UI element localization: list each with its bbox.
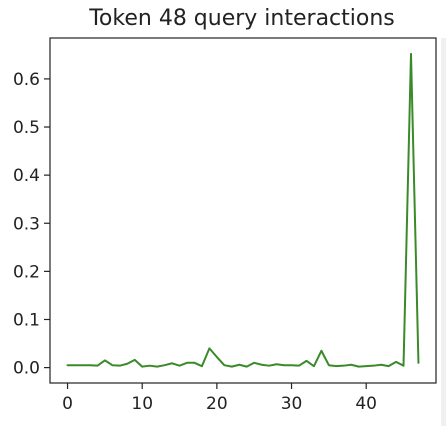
data-point <box>89 364 91 366</box>
data-point <box>313 365 315 367</box>
data-point <box>74 364 76 366</box>
plot-frame <box>49 37 437 384</box>
data-point <box>126 362 129 365</box>
data-point <box>268 364 270 367</box>
data-point <box>193 361 196 364</box>
data-point <box>148 364 151 367</box>
data-point <box>141 365 144 368</box>
data-point <box>410 53 412 55</box>
x-tick-label: 40 <box>355 394 377 414</box>
data-point <box>402 364 405 367</box>
data-point <box>245 365 248 368</box>
y-tick-label: 0.0 <box>13 359 40 379</box>
y-tick-label: 0.1 <box>13 310 40 330</box>
data-point <box>417 361 420 364</box>
data-point <box>178 364 181 367</box>
y-tick-label: 0.3 <box>13 214 40 234</box>
y-tick-label: 0.5 <box>13 118 40 138</box>
y-tick-label: 0.4 <box>13 166 40 186</box>
data-point <box>365 365 367 367</box>
data-point <box>253 361 255 364</box>
data-point <box>119 364 121 367</box>
x-tick-label: 20 <box>206 394 228 414</box>
data-point <box>201 365 203 367</box>
data-point <box>231 365 233 368</box>
data-point <box>223 364 226 366</box>
data-point <box>283 364 285 366</box>
data-point <box>96 364 99 367</box>
x-tick-label: 30 <box>281 394 303 414</box>
data-point <box>216 356 218 358</box>
y-axis-ticks: 0.0 0.1 0.2 0.3 0.4 0.5 0.6 <box>13 70 50 379</box>
data-point <box>357 365 360 368</box>
data-point <box>342 364 345 367</box>
data-point <box>320 349 323 352</box>
data-point <box>275 363 278 366</box>
chart-title: Token 48 query interactions <box>88 6 395 31</box>
x-axis-ticks: 0 10 20 30 40 <box>62 383 377 414</box>
data-point <box>81 364 84 366</box>
data-point <box>163 364 166 366</box>
data-point <box>372 364 375 367</box>
data-point <box>104 359 106 362</box>
plot-area <box>66 52 420 368</box>
data-point <box>186 361 188 364</box>
data-point <box>290 364 293 366</box>
adjacent-panel-edge <box>441 38 446 426</box>
y-tick-label: 0.2 <box>13 262 40 282</box>
data-point <box>350 363 353 366</box>
data-point <box>335 365 338 367</box>
y-tick-label: 0.6 <box>13 70 40 90</box>
data-point <box>298 364 300 367</box>
data-point <box>260 363 263 366</box>
x-tick-label: 0 <box>62 394 73 414</box>
data-point <box>156 365 158 368</box>
x-tick-label: 10 <box>131 394 153 414</box>
data-point <box>66 364 69 366</box>
data-point <box>328 364 330 366</box>
series-points <box>66 53 420 368</box>
data-point <box>305 360 308 362</box>
data-point <box>387 365 390 367</box>
data-point <box>395 361 397 363</box>
data-point <box>380 363 382 366</box>
data-point <box>133 359 136 361</box>
data-point <box>171 362 173 365</box>
series-line <box>66 52 420 368</box>
data-point <box>238 363 241 366</box>
data-point <box>111 364 114 366</box>
data-point <box>208 347 211 350</box>
